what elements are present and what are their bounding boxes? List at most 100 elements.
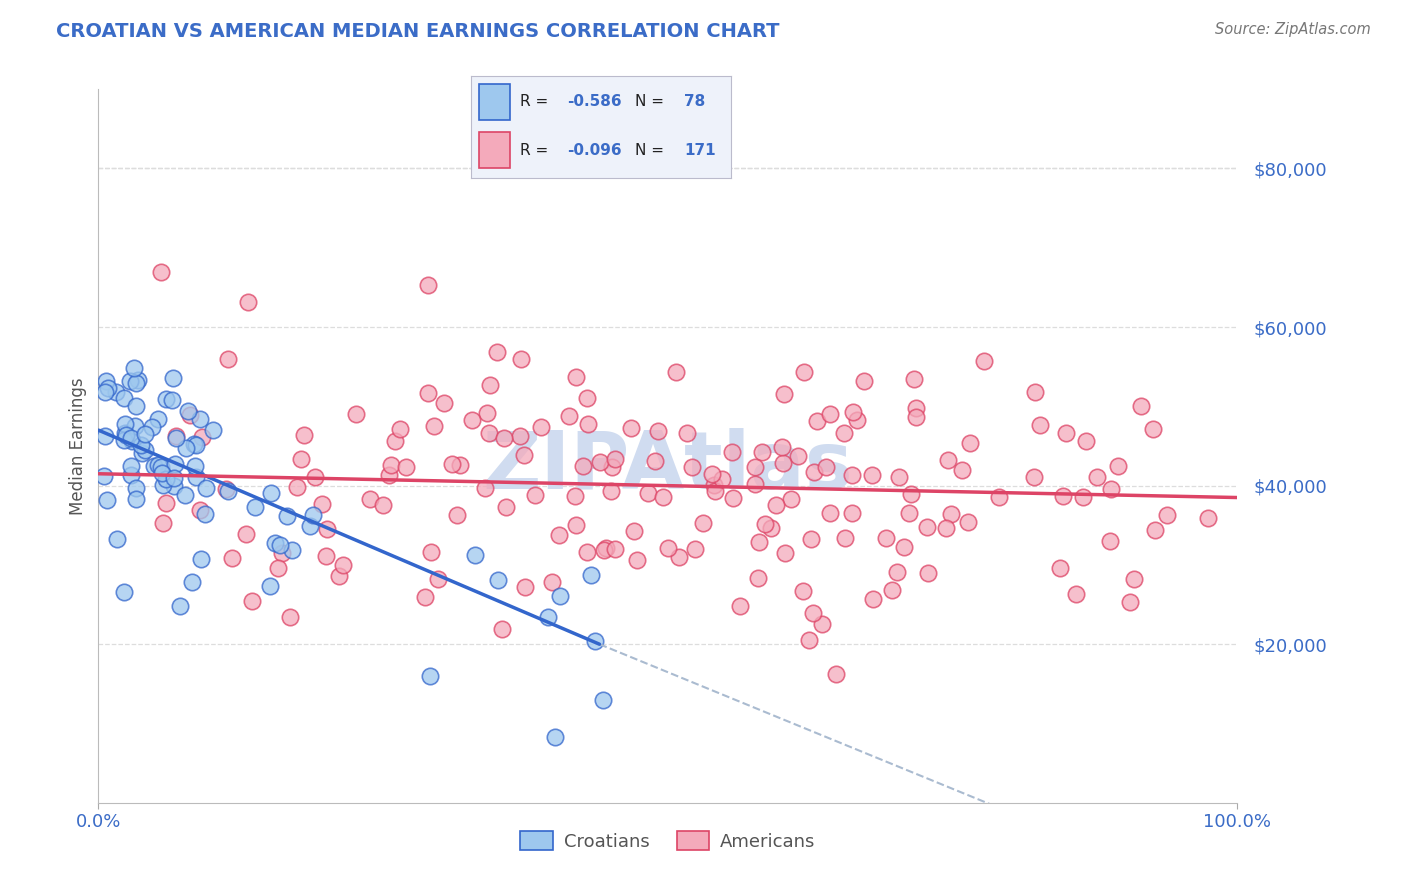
Point (524, 488, 547, 502)
Point (915, 520, 938, 534)
Point (259, 578, 281, 592)
Point (845, 413, 868, 427)
Point (668, 550, 690, 565)
Text: 78: 78 (685, 95, 706, 110)
Point (576, 417, 599, 432)
Point (950, 463, 973, 477)
Point (799, 632, 821, 647)
Point (793, 365, 815, 379)
Point (820, 506, 842, 520)
Point (260, 486, 283, 500)
Text: ZIPAtlas: ZIPAtlas (482, 428, 853, 507)
Point (1142, 422, 1164, 436)
Point (395, 459, 418, 474)
Point (565, 369, 588, 384)
Point (765, 498, 787, 512)
Point (304, 469, 326, 483)
Point (120, 458, 142, 473)
Text: Source: ZipAtlas.com: Source: ZipAtlas.com (1215, 22, 1371, 37)
Point (146, 412, 169, 426)
Point (169, 599, 191, 614)
Point (479, 378, 502, 392)
Point (665, 365, 688, 379)
Point (620, 421, 643, 435)
Point (956, 515, 979, 529)
Point (165, 429, 187, 443)
Point (605, 451, 627, 466)
Point (904, 410, 927, 425)
Point (143, 459, 166, 474)
Point (700, 467, 723, 481)
Point (134, 443, 156, 458)
Point (575, 391, 598, 405)
Point (371, 499, 394, 513)
Point (127, 373, 149, 387)
Point (887, 469, 910, 483)
Point (721, 445, 744, 459)
Point (647, 424, 669, 438)
Point (475, 406, 498, 420)
Point (593, 542, 616, 557)
Point (165, 430, 187, 444)
Point (97, 381, 120, 395)
Point (96, 493, 118, 508)
Point (1085, 470, 1108, 484)
Point (1054, 425, 1077, 440)
Point (510, 351, 533, 366)
Point (177, 404, 200, 418)
Point (681, 460, 703, 475)
Point (759, 521, 782, 535)
Point (530, 420, 553, 434)
Bar (479, 84, 510, 120)
Point (1052, 490, 1074, 504)
Point (801, 606, 824, 620)
Point (419, 545, 441, 559)
Text: 171: 171 (685, 143, 716, 158)
Point (141, 419, 163, 434)
Point (576, 545, 599, 559)
Point (1143, 523, 1166, 537)
Point (572, 458, 595, 473)
Point (162, 392, 184, 407)
Point (825, 667, 848, 681)
Point (152, 478, 174, 492)
Point (841, 506, 863, 520)
Point (419, 669, 441, 683)
Point (557, 409, 579, 423)
Point (834, 531, 856, 545)
Point (195, 482, 218, 496)
Point (495, 500, 517, 514)
Point (104, 384, 127, 399)
Point (1024, 384, 1046, 399)
Point (704, 484, 727, 499)
Point (564, 517, 586, 532)
Point (770, 440, 793, 454)
Point (114, 391, 136, 405)
Point (564, 489, 586, 503)
Point (276, 508, 298, 523)
Point (1122, 573, 1144, 587)
Point (94, 429, 117, 443)
Point (124, 418, 146, 433)
Point (332, 558, 354, 573)
Point (149, 460, 172, 475)
Point (146, 458, 169, 472)
Point (269, 538, 291, 552)
Point (548, 528, 571, 542)
Text: R =: R = (520, 143, 554, 158)
Point (315, 549, 337, 563)
Point (509, 429, 531, 443)
Point (359, 492, 381, 507)
Point (860, 468, 883, 483)
Point (486, 345, 509, 359)
Point (637, 485, 659, 500)
Point (389, 422, 412, 436)
Point (188, 502, 211, 516)
Point (184, 470, 207, 484)
Point (492, 431, 515, 445)
Point (818, 407, 841, 421)
Point (120, 431, 142, 445)
Point (124, 360, 146, 375)
Point (162, 371, 184, 385)
Point (603, 542, 626, 557)
